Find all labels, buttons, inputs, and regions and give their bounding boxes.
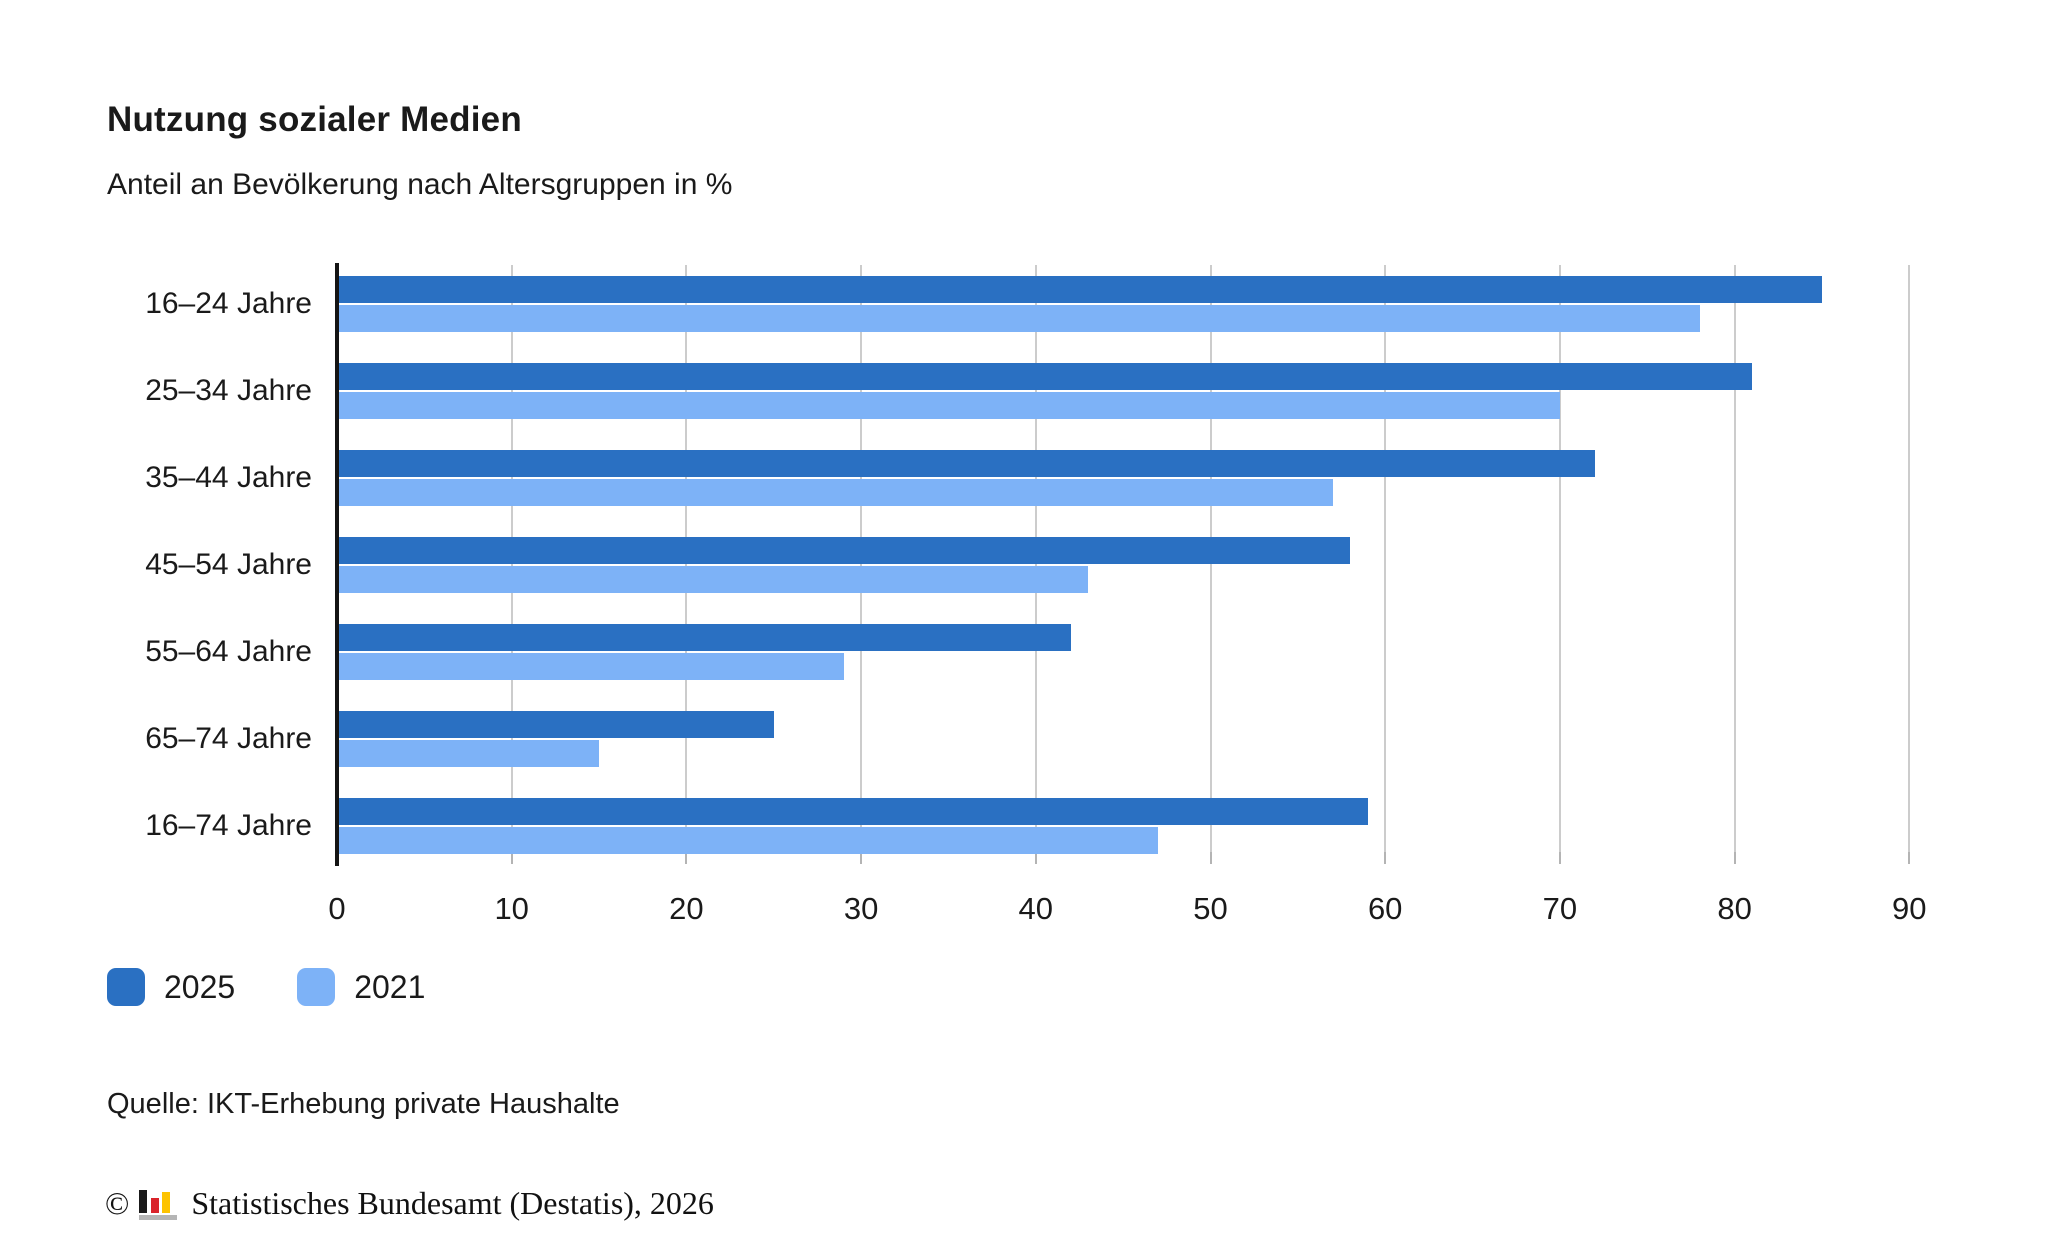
chart-subtitle: Anteil an Bevölkerung nach Altersgruppen… bbox=[107, 168, 733, 201]
y-axis-line bbox=[335, 263, 339, 866]
x-tick-label: 10 bbox=[494, 891, 529, 926]
bar-2025-45–54-Jahre bbox=[339, 537, 1351, 564]
gridline-x-90 bbox=[1908, 265, 1911, 864]
legend-item-2021[interactable]: 2021 bbox=[297, 968, 425, 1006]
x-tick-label: 50 bbox=[1193, 891, 1228, 926]
bar-chart: 16–24 Jahre 25–34 Jahre 35–44 Jahre 45–54 J… bbox=[145, 263, 1927, 926]
destatis-bar-chart-logo-icon bbox=[139, 1188, 179, 1220]
bar-2021-16–74-Jahre bbox=[339, 826, 1159, 854]
x-tick-label: 90 bbox=[1892, 891, 1927, 926]
tickmark-x-40 bbox=[1034, 852, 1037, 864]
category-label: 25–34 Jahre bbox=[145, 374, 312, 407]
category-label: 16–24 Jahre bbox=[145, 287, 312, 320]
legend-label: 2025 bbox=[164, 968, 236, 1005]
legend-swatch-icon bbox=[107, 968, 145, 1006]
legend-item-2025[interactable]: 2025 bbox=[107, 968, 235, 1006]
x-tick-label: 80 bbox=[1717, 891, 1752, 926]
category-label: 65–74 Jahre bbox=[145, 722, 312, 755]
bar-2025-25–34-Jahre bbox=[339, 363, 1753, 390]
gridline-x-10 bbox=[510, 265, 513, 864]
gridline-x-20 bbox=[685, 265, 688, 864]
tickmark-x-90 bbox=[1908, 852, 1911, 864]
category-label: 55–64 Jahre bbox=[145, 635, 312, 668]
category-label: 45–54 Jahre bbox=[145, 548, 312, 581]
tickmark-x-70 bbox=[1558, 852, 1561, 864]
bar-2021-65–74-Jahre bbox=[339, 739, 600, 767]
gridline-x-60 bbox=[1384, 265, 1387, 864]
legend: 2025 2021 bbox=[107, 968, 425, 1006]
gridline-x-40 bbox=[1034, 265, 1037, 864]
tickmark-x-20 bbox=[685, 852, 688, 864]
copyright-text: Statistisches Bundesamt (Destatis), 2026 bbox=[191, 1185, 714, 1221]
x-tick-label: 60 bbox=[1367, 891, 1403, 926]
x-tick-label: 20 bbox=[669, 891, 704, 926]
legend-label: 2021 bbox=[354, 968, 426, 1005]
gridline-x-30 bbox=[860, 265, 863, 864]
bar-2025-16–74-Jahre bbox=[339, 798, 1368, 825]
bar-2021-25–34-Jahre bbox=[339, 391, 1560, 419]
x-tick-label: 70 bbox=[1542, 891, 1578, 926]
source-note: Quelle: IKT-Erhebung private Haushalte bbox=[107, 1088, 620, 1120]
tickmark-x-60 bbox=[1384, 852, 1387, 864]
bar-2021-16–24-Jahre bbox=[339, 304, 1700, 332]
x-tick-label: 40 bbox=[1018, 891, 1054, 926]
copyright-line: © Statistisches Bundesamt (Destatis), 20… bbox=[105, 1185, 714, 1222]
bar-2021-55–64-Jahre bbox=[339, 652, 844, 680]
copyright-symbol: © bbox=[105, 1185, 130, 1221]
tickmark-x-50 bbox=[1209, 852, 1212, 864]
tickmark-x-30 bbox=[860, 852, 863, 864]
tickmark-x-80 bbox=[1733, 852, 1736, 864]
bar-2025-55–64-Jahre bbox=[339, 624, 1071, 651]
x-tick-label: 30 bbox=[843, 891, 879, 926]
category-label: 35–44 Jahre bbox=[145, 461, 312, 494]
x-tick-label: 0 bbox=[328, 891, 346, 926]
tickmark-x-10 bbox=[510, 852, 513, 864]
bar-2021-35–44-Jahre bbox=[339, 478, 1333, 506]
gridline-x-80 bbox=[1733, 265, 1736, 864]
legend-swatch-icon bbox=[297, 968, 336, 1006]
bar-2025-65–74-Jahre bbox=[339, 711, 774, 738]
chart-title: Nutzung sozialer Medien bbox=[107, 100, 522, 139]
category-label: 16–74 Jahre bbox=[145, 809, 312, 842]
gridline-x-70 bbox=[1558, 265, 1561, 864]
bar-2025-16–24-Jahre bbox=[339, 276, 1822, 303]
bar-2025-35–44-Jahre bbox=[339, 450, 1595, 477]
gridline-x-50 bbox=[1209, 265, 1212, 864]
bar-2021-45–54-Jahre bbox=[339, 565, 1089, 593]
